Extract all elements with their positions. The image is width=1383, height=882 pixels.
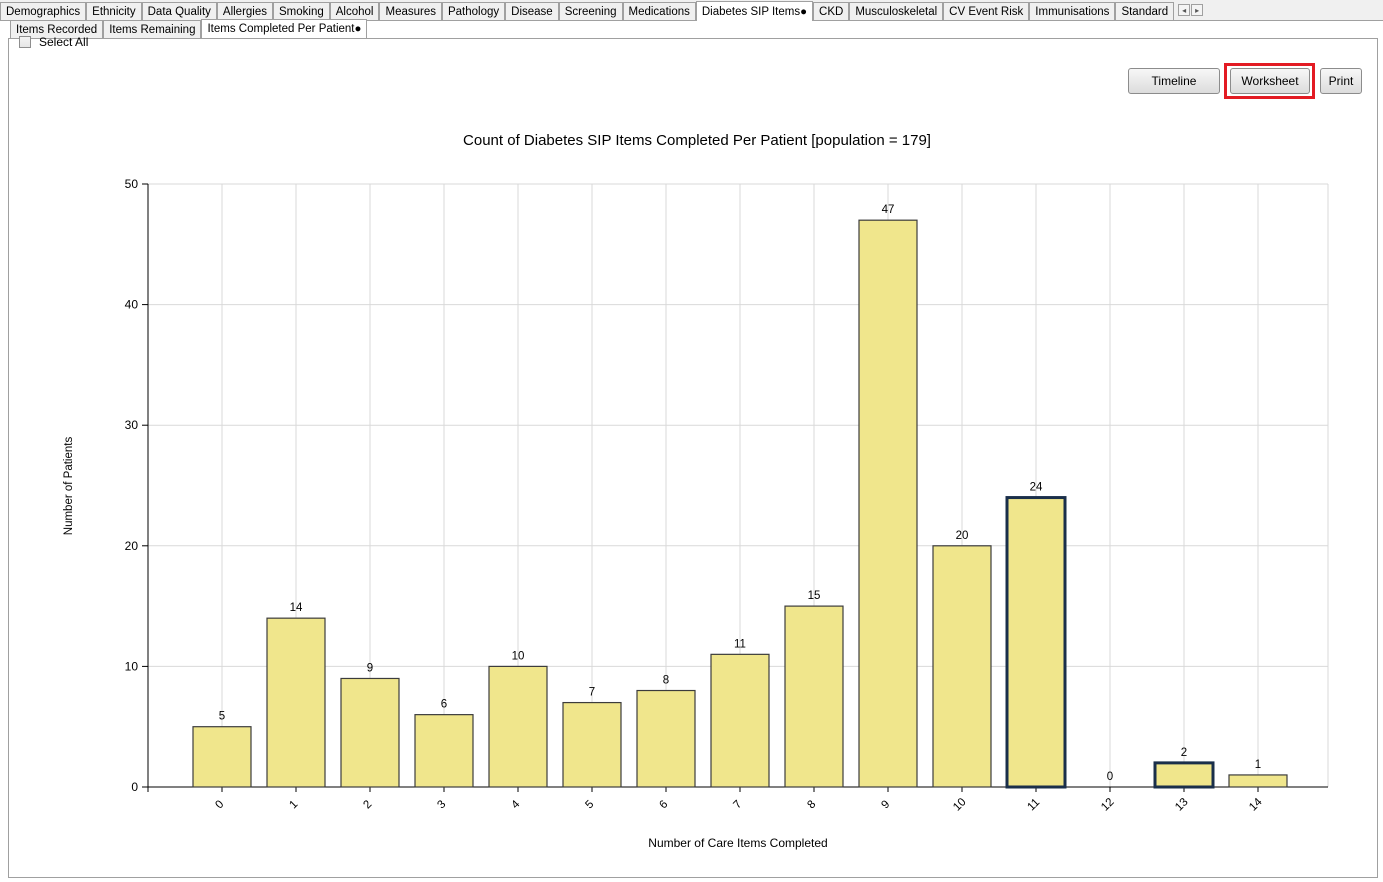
- x-tick-label: 0: [213, 798, 226, 811]
- data-label: 15: [808, 590, 821, 602]
- subtab-items-completed-per-patient[interactable]: Items Completed Per Patient●: [201, 19, 368, 39]
- bar-0: [192, 726, 252, 788]
- tab-diabetes-sip-items[interactable]: Diabetes SIP Items●: [695, 1, 814, 21]
- worksheet-button[interactable]: Worksheet: [1230, 68, 1310, 94]
- x-tick-label: 10: [951, 796, 969, 814]
- tab-cv-event-risk[interactable]: CV Event Risk: [943, 2, 1030, 20]
- x-tick-label: 12: [1099, 796, 1117, 814]
- print-button[interactable]: Print: [1320, 68, 1362, 94]
- select-all-checkbox[interactable]: Select All: [19, 35, 88, 49]
- data-label: 2: [1181, 747, 1187, 759]
- x-tick-label: 14: [1247, 796, 1265, 814]
- tab-smoking[interactable]: Smoking: [273, 2, 330, 20]
- tab-alcohol[interactable]: Alcohol: [329, 2, 380, 20]
- bar-3: [414, 714, 474, 788]
- subtab-items-remaining[interactable]: Items Remaining: [103, 20, 202, 38]
- tab-measures[interactable]: Measures: [379, 2, 442, 20]
- tab-immunisations[interactable]: Immunisations: [1029, 2, 1116, 20]
- tab-screening[interactable]: Screening: [558, 2, 623, 20]
- checkbox-box[interactable]: [19, 36, 31, 48]
- y-axis-title: Number of Patients: [63, 437, 75, 536]
- tab-ckd[interactable]: CKD: [813, 2, 850, 20]
- tab-disease[interactable]: Disease: [505, 2, 559, 20]
- data-label: 47: [882, 204, 895, 216]
- worksheet-highlight-box: [1224, 63, 1315, 99]
- bar-6: [636, 689, 696, 788]
- bar-13: [1153, 761, 1215, 789]
- x-tick-label: 5: [583, 798, 596, 811]
- data-label: 6: [441, 699, 447, 711]
- bar-9: [858, 219, 918, 788]
- x-tick-label: 2: [361, 798, 374, 811]
- data-label: 9: [367, 662, 373, 674]
- bar-11: [1005, 496, 1067, 789]
- y-tick-label: 30: [125, 418, 139, 432]
- chart-title: Count of Diabetes SIP Items Completed Pe…: [463, 132, 931, 149]
- x-tick-label: 7: [731, 798, 744, 811]
- tab-scroll-left-icon[interactable]: ◂: [1178, 4, 1191, 16]
- y-tick-label: 0: [131, 780, 138, 794]
- data-label: 14: [290, 602, 303, 614]
- x-tick-label: 11: [1025, 796, 1042, 813]
- tab-demographics[interactable]: Demographics: [0, 2, 87, 20]
- bar-2: [340, 677, 400, 788]
- bar-8: [784, 605, 844, 788]
- subtab-items-recorded[interactable]: Items Recorded: [10, 20, 104, 38]
- y-tick-label: 40: [125, 298, 139, 312]
- bar-10: [932, 545, 992, 788]
- x-tick-label: 13: [1173, 796, 1191, 814]
- module-tabstrip: Demographics Ethnicity Data Quality Allergi…: [0, 0, 1383, 21]
- timeline-button[interactable]: Timeline: [1128, 68, 1220, 94]
- tab-medications[interactable]: Medications: [622, 2, 696, 20]
- y-tick-label: 50: [125, 177, 139, 191]
- data-label: 0: [1107, 771, 1113, 783]
- bar-7: [710, 653, 770, 788]
- data-label: 11: [734, 638, 746, 650]
- x-tick-label: 9: [879, 798, 892, 811]
- data-label: 10: [512, 650, 525, 662]
- data-label: 1: [1255, 759, 1261, 771]
- x-axis-title: Number of Care Items Completed: [648, 836, 827, 850]
- y-tick-label: 20: [125, 539, 139, 553]
- x-tick-label: 8: [805, 798, 818, 811]
- tab-pathology[interactable]: Pathology: [441, 2, 506, 20]
- tab-scroll-right-icon[interactable]: ▸: [1191, 4, 1204, 16]
- data-label: 24: [1030, 482, 1043, 494]
- x-tick-label: 6: [657, 798, 670, 811]
- data-label: 8: [663, 675, 669, 687]
- x-tick-label: 4: [509, 798, 522, 811]
- x-tick-label: 3: [435, 798, 448, 811]
- y-tick-label: 10: [125, 659, 139, 673]
- bar-14: [1228, 774, 1288, 788]
- bar-1: [266, 617, 326, 788]
- tab-musculoskeletal[interactable]: Musculoskeletal: [849, 2, 944, 20]
- tab-ethnicity[interactable]: Ethnicity: [86, 2, 142, 20]
- tab-allergies[interactable]: Allergies: [216, 2, 274, 20]
- bar-5: [562, 701, 622, 788]
- select-all-label: Select All: [39, 35, 89, 49]
- data-label: 20: [956, 530, 969, 542]
- data-label: 5: [219, 711, 225, 723]
- tab-scroll-controls: ◂ ▸: [1178, 4, 1204, 16]
- data-label: 7: [589, 687, 595, 699]
- tab-standard[interactable]: Standard: [1115, 2, 1175, 20]
- tab-data-quality[interactable]: Data Quality: [141, 2, 217, 20]
- x-tick-label: 1: [287, 798, 300, 811]
- bar-4: [488, 665, 548, 788]
- sub-tabstrip: Items Recorded Items Remaining Items Compl…: [10, 19, 368, 39]
